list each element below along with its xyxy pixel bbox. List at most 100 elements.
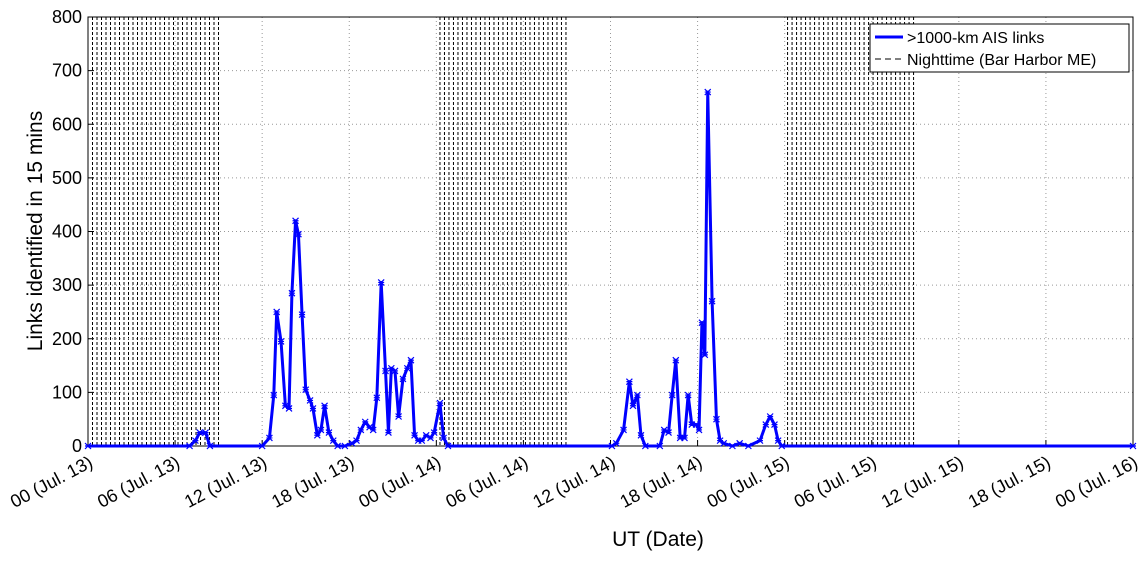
night-band bbox=[87, 17, 219, 446]
series-marker bbox=[403, 364, 411, 372]
series-marker bbox=[361, 418, 369, 426]
series-marker bbox=[672, 356, 680, 364]
series-marker bbox=[430, 429, 438, 437]
series-marker bbox=[427, 434, 434, 442]
y-tick-label: 200 bbox=[52, 329, 82, 349]
series-marker bbox=[771, 421, 778, 428]
x-tick-label: 00 (Jul. 14) bbox=[355, 452, 444, 512]
series-marker bbox=[411, 431, 418, 439]
series-marker bbox=[385, 429, 392, 437]
series-marker bbox=[334, 442, 342, 450]
series-marker bbox=[633, 391, 641, 399]
series-marker bbox=[612, 439, 620, 447]
series-marker bbox=[265, 434, 273, 442]
series-marker bbox=[295, 230, 302, 238]
series-line bbox=[88, 90, 1133, 448]
x-tick-label: 12 (Jul. 15) bbox=[878, 452, 967, 512]
x-axis-label: UT (Date) bbox=[612, 528, 704, 551]
series-marker bbox=[708, 297, 716, 305]
series-marker bbox=[288, 289, 296, 297]
series-marker bbox=[325, 429, 333, 437]
series-marker bbox=[341, 442, 349, 450]
series-marker bbox=[444, 442, 452, 450]
series-marker bbox=[277, 338, 285, 345]
series-marker bbox=[744, 442, 752, 450]
series-marker bbox=[641, 442, 649, 450]
x-tick-label: 06 (Jul. 13) bbox=[94, 452, 183, 512]
series-marker bbox=[620, 426, 627, 434]
series-marker bbox=[306, 396, 314, 404]
series-marker bbox=[728, 442, 736, 450]
series-marker bbox=[317, 426, 325, 434]
series-marker bbox=[369, 426, 377, 434]
series-marker bbox=[436, 399, 444, 407]
series-marker bbox=[273, 308, 281, 316]
series-marker bbox=[778, 442, 786, 450]
series-marker bbox=[292, 217, 299, 225]
y-tick-label: 0 bbox=[72, 436, 82, 456]
series-marker bbox=[84, 442, 92, 450]
legend-label: Nighttime (Bar Harbor ME) bbox=[907, 52, 1096, 69]
series-marker bbox=[704, 88, 712, 96]
y-tick-label: 100 bbox=[52, 382, 82, 402]
series-marker bbox=[756, 437, 764, 445]
series-marker bbox=[357, 426, 365, 434]
series-marker bbox=[720, 439, 728, 447]
series-marker bbox=[206, 442, 214, 450]
series-marker bbox=[395, 413, 403, 420]
series-marker bbox=[399, 375, 407, 383]
series-marker bbox=[309, 405, 317, 412]
series-marker bbox=[1129, 442, 1137, 450]
x-tick-label: 00 (Jul. 16) bbox=[1052, 452, 1141, 512]
y-tick-label: 500 bbox=[52, 168, 82, 188]
series-marker bbox=[692, 421, 700, 428]
series-marker bbox=[191, 437, 199, 445]
series-marker bbox=[637, 431, 645, 439]
series-marker bbox=[387, 364, 395, 372]
series-marker bbox=[281, 402, 289, 410]
series-marker bbox=[698, 319, 706, 327]
series-marker bbox=[313, 431, 321, 439]
x-tick-label: 06 (Jul. 14) bbox=[442, 452, 531, 512]
night-band bbox=[787, 17, 915, 446]
night-band bbox=[439, 17, 567, 446]
series-marker bbox=[625, 378, 633, 386]
series-marker bbox=[270, 391, 278, 399]
series-marker bbox=[391, 367, 399, 375]
legend-box bbox=[869, 23, 1130, 73]
series-marker bbox=[202, 429, 209, 437]
y-tick-label: 600 bbox=[52, 114, 82, 134]
series-marker bbox=[656, 442, 664, 450]
x-tick-label: 18 (Jul. 13) bbox=[268, 452, 357, 512]
series-marker bbox=[321, 402, 329, 410]
series-marker bbox=[774, 437, 782, 445]
series-marker bbox=[695, 426, 703, 434]
series-marker bbox=[681, 434, 688, 442]
series-marker bbox=[665, 429, 672, 437]
series-marker bbox=[684, 391, 692, 399]
series-marker bbox=[736, 439, 744, 447]
series-marker bbox=[329, 437, 337, 445]
y-tick-label: 800 bbox=[52, 7, 82, 27]
y-axis-label: Links identified in 15 mins bbox=[24, 111, 47, 351]
x-tick-label: 12 (Jul. 14) bbox=[529, 452, 618, 512]
x-tick-label: 18 (Jul. 15) bbox=[965, 452, 1054, 512]
series-marker bbox=[302, 386, 310, 394]
series-marker bbox=[701, 351, 709, 359]
series-marker bbox=[407, 356, 415, 364]
series-marker bbox=[298, 311, 306, 319]
series-marker bbox=[382, 367, 389, 375]
series-marker bbox=[373, 394, 381, 402]
x-tick-label: 06 (Jul. 15) bbox=[791, 452, 880, 512]
y-tick-label: 700 bbox=[52, 61, 82, 81]
series-marker bbox=[440, 434, 448, 442]
x-tick-label: 00 (Jul. 15) bbox=[704, 452, 793, 512]
series-marker bbox=[713, 415, 720, 423]
y-tick-label: 300 bbox=[52, 275, 82, 295]
x-tick-label: 00 (Jul. 13) bbox=[7, 452, 96, 512]
series-marker bbox=[716, 437, 724, 445]
series-marker bbox=[377, 279, 385, 286]
series-marker bbox=[762, 421, 770, 428]
series-marker bbox=[366, 423, 373, 431]
series-marker bbox=[285, 405, 293, 412]
